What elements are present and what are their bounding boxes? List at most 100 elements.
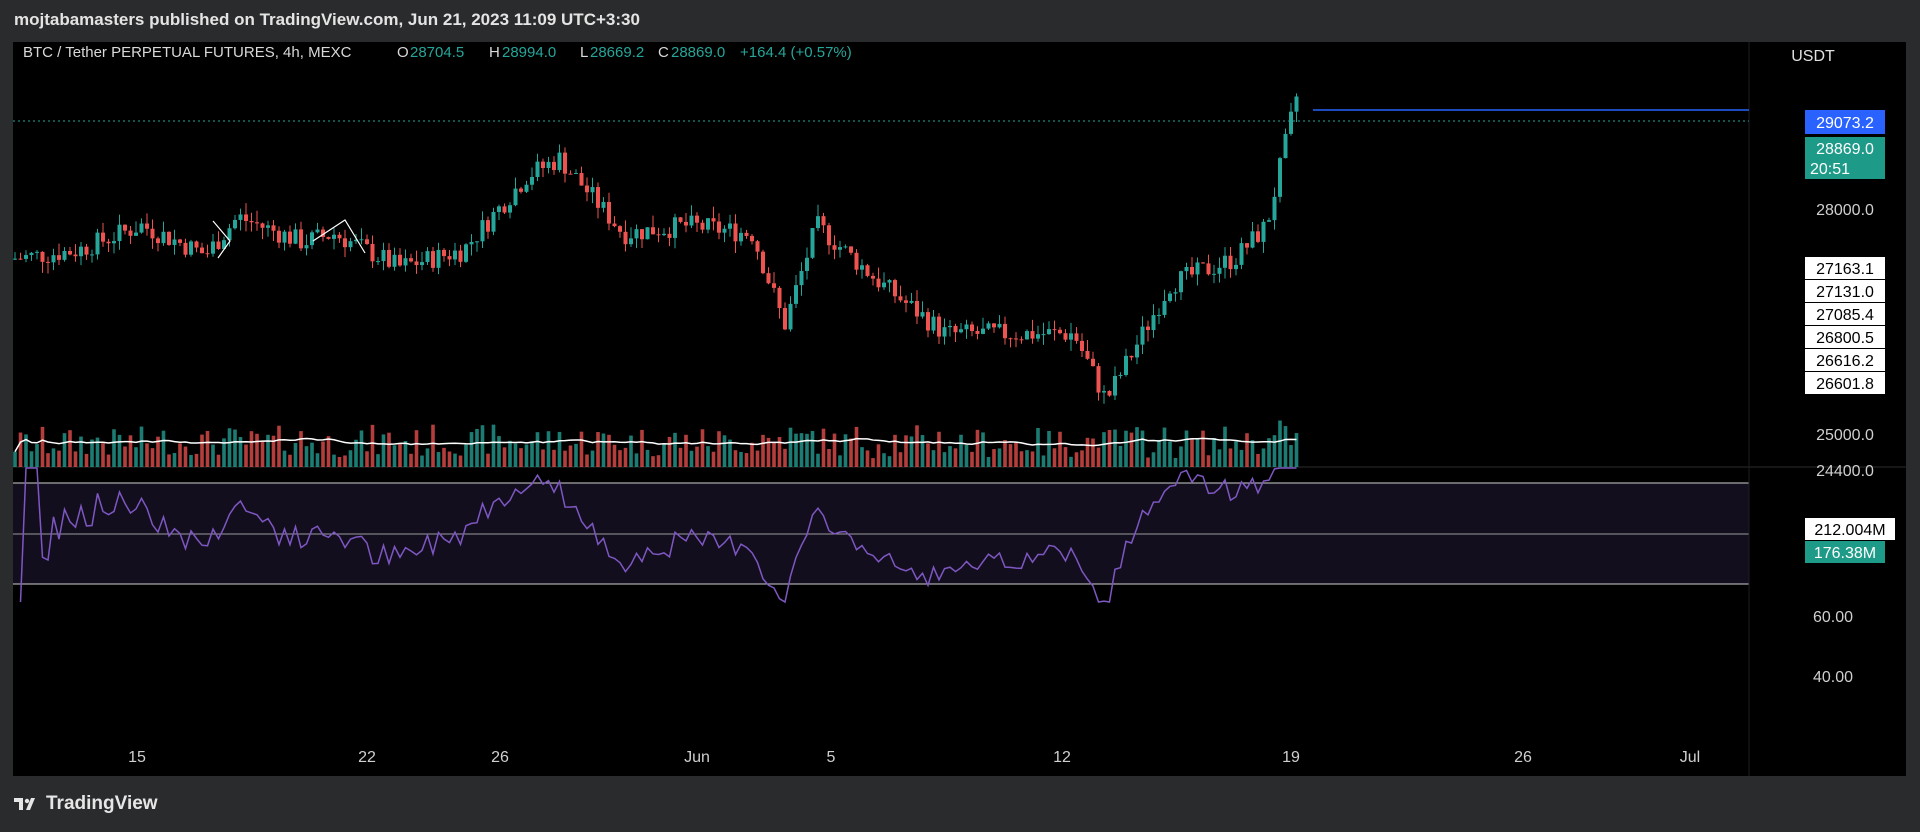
volume-bar	[1025, 450, 1029, 467]
candle-body	[1201, 262, 1205, 264]
candle-body	[1206, 263, 1211, 275]
volume-bar	[161, 430, 166, 467]
candle-body	[706, 218, 710, 230]
y-tick-label: 25000.0	[1816, 427, 1874, 444]
volume-bar	[623, 447, 628, 467]
volume-bar	[755, 450, 760, 467]
volume-bar	[563, 450, 567, 467]
volume-bar	[29, 451, 34, 467]
volume-bar	[805, 433, 809, 467]
candle-body	[513, 188, 518, 206]
candle-body	[662, 233, 666, 236]
candle-body	[172, 239, 177, 245]
chart-canvas[interactable]: BTC / Tether PERPETUAL FUTURES, 4h, MEXC…	[13, 42, 1906, 776]
volume-bar	[794, 433, 798, 467]
volume-bar	[1140, 430, 1145, 467]
candle-body	[277, 230, 281, 243]
volume-bar	[1234, 441, 1238, 467]
volume-bar	[436, 452, 441, 467]
candle-body	[469, 241, 474, 245]
volume-bar	[167, 454, 171, 467]
volume-bar	[1124, 430, 1128, 467]
volume-bar	[1294, 433, 1299, 467]
volume-bar	[414, 430, 419, 467]
chart-panel[interactable]: BTC / Tether PERPETUAL FUTURES, 4h, MEXC…	[13, 42, 1906, 776]
volume-bar	[51, 448, 56, 467]
volume-bar	[750, 442, 754, 467]
candle-body	[403, 258, 408, 266]
volume-bar	[898, 452, 903, 467]
candle-body	[970, 324, 974, 332]
candle-body	[497, 206, 501, 213]
volume-bar	[1058, 431, 1062, 467]
volume-bar	[601, 433, 606, 467]
volume-bar	[403, 441, 408, 467]
x-tick-label: 12	[1053, 749, 1071, 766]
candle-body	[623, 231, 628, 245]
candle-body	[557, 152, 562, 171]
volume-bar	[1239, 449, 1244, 467]
candle-body	[387, 249, 391, 267]
volume-bar	[986, 456, 991, 467]
candle-body	[541, 161, 545, 168]
candle-body	[1190, 267, 1194, 275]
volume-bar	[1019, 451, 1024, 467]
x-tick-label: 15	[128, 749, 146, 766]
volume-tag	[1805, 541, 1885, 563]
volume-bar	[931, 450, 936, 467]
drawing-line[interactable]	[312, 219, 366, 254]
ray-price-tag	[1805, 110, 1885, 134]
candle-body	[1135, 344, 1139, 358]
volume-bar	[915, 425, 919, 467]
candle-body	[1085, 350, 1090, 359]
candle-body	[436, 249, 441, 268]
candle-body	[975, 331, 980, 334]
candle-body	[810, 228, 815, 258]
volume-bar	[959, 434, 963, 467]
candle-body	[530, 176, 534, 185]
candle-body	[145, 223, 149, 229]
volume-bar	[832, 433, 837, 467]
volume-bar	[211, 444, 215, 467]
candle-body	[18, 258, 23, 260]
l-label: L	[580, 44, 588, 61]
volume-bar	[491, 424, 496, 467]
candle-body	[667, 233, 672, 238]
candle-body	[1041, 334, 1046, 336]
x-tick-label: 26	[1514, 749, 1532, 766]
candle-body	[134, 232, 138, 236]
rsi-tick-label: 40.00	[1813, 669, 1853, 686]
candle-body	[629, 238, 633, 245]
candle-body	[744, 232, 749, 236]
tradingview-logo[interactable]: TradingView	[14, 793, 158, 815]
volume-bar	[222, 438, 226, 467]
candle-body	[1063, 333, 1068, 340]
rsi-line	[19, 467, 1297, 604]
volume-bar	[992, 449, 996, 467]
candle-body	[1272, 196, 1277, 221]
volume-bar	[326, 436, 331, 467]
volume-bar	[640, 429, 644, 467]
candle-body	[860, 265, 864, 270]
candle-body	[953, 325, 958, 333]
volume-bar	[524, 444, 529, 467]
candle-body	[915, 300, 919, 317]
volume-bar	[541, 449, 545, 467]
volume-bar	[766, 437, 771, 467]
volume-bar	[942, 452, 947, 467]
x-tick-label: 19	[1282, 749, 1300, 766]
candle-body	[1289, 111, 1293, 134]
drawing-line[interactable]	[212, 220, 231, 259]
candle-body	[1250, 231, 1255, 248]
candle-body	[1239, 243, 1244, 265]
volume-bar	[964, 444, 969, 467]
volume-bar	[546, 431, 551, 467]
volume-bar	[772, 442, 776, 467]
candle-body	[1256, 231, 1260, 242]
candle-body	[117, 224, 122, 242]
candle-body	[1052, 329, 1057, 331]
candle-body	[304, 245, 309, 249]
volume-bar	[585, 454, 589, 467]
candle-body	[414, 261, 419, 266]
volume-bar	[101, 443, 105, 467]
